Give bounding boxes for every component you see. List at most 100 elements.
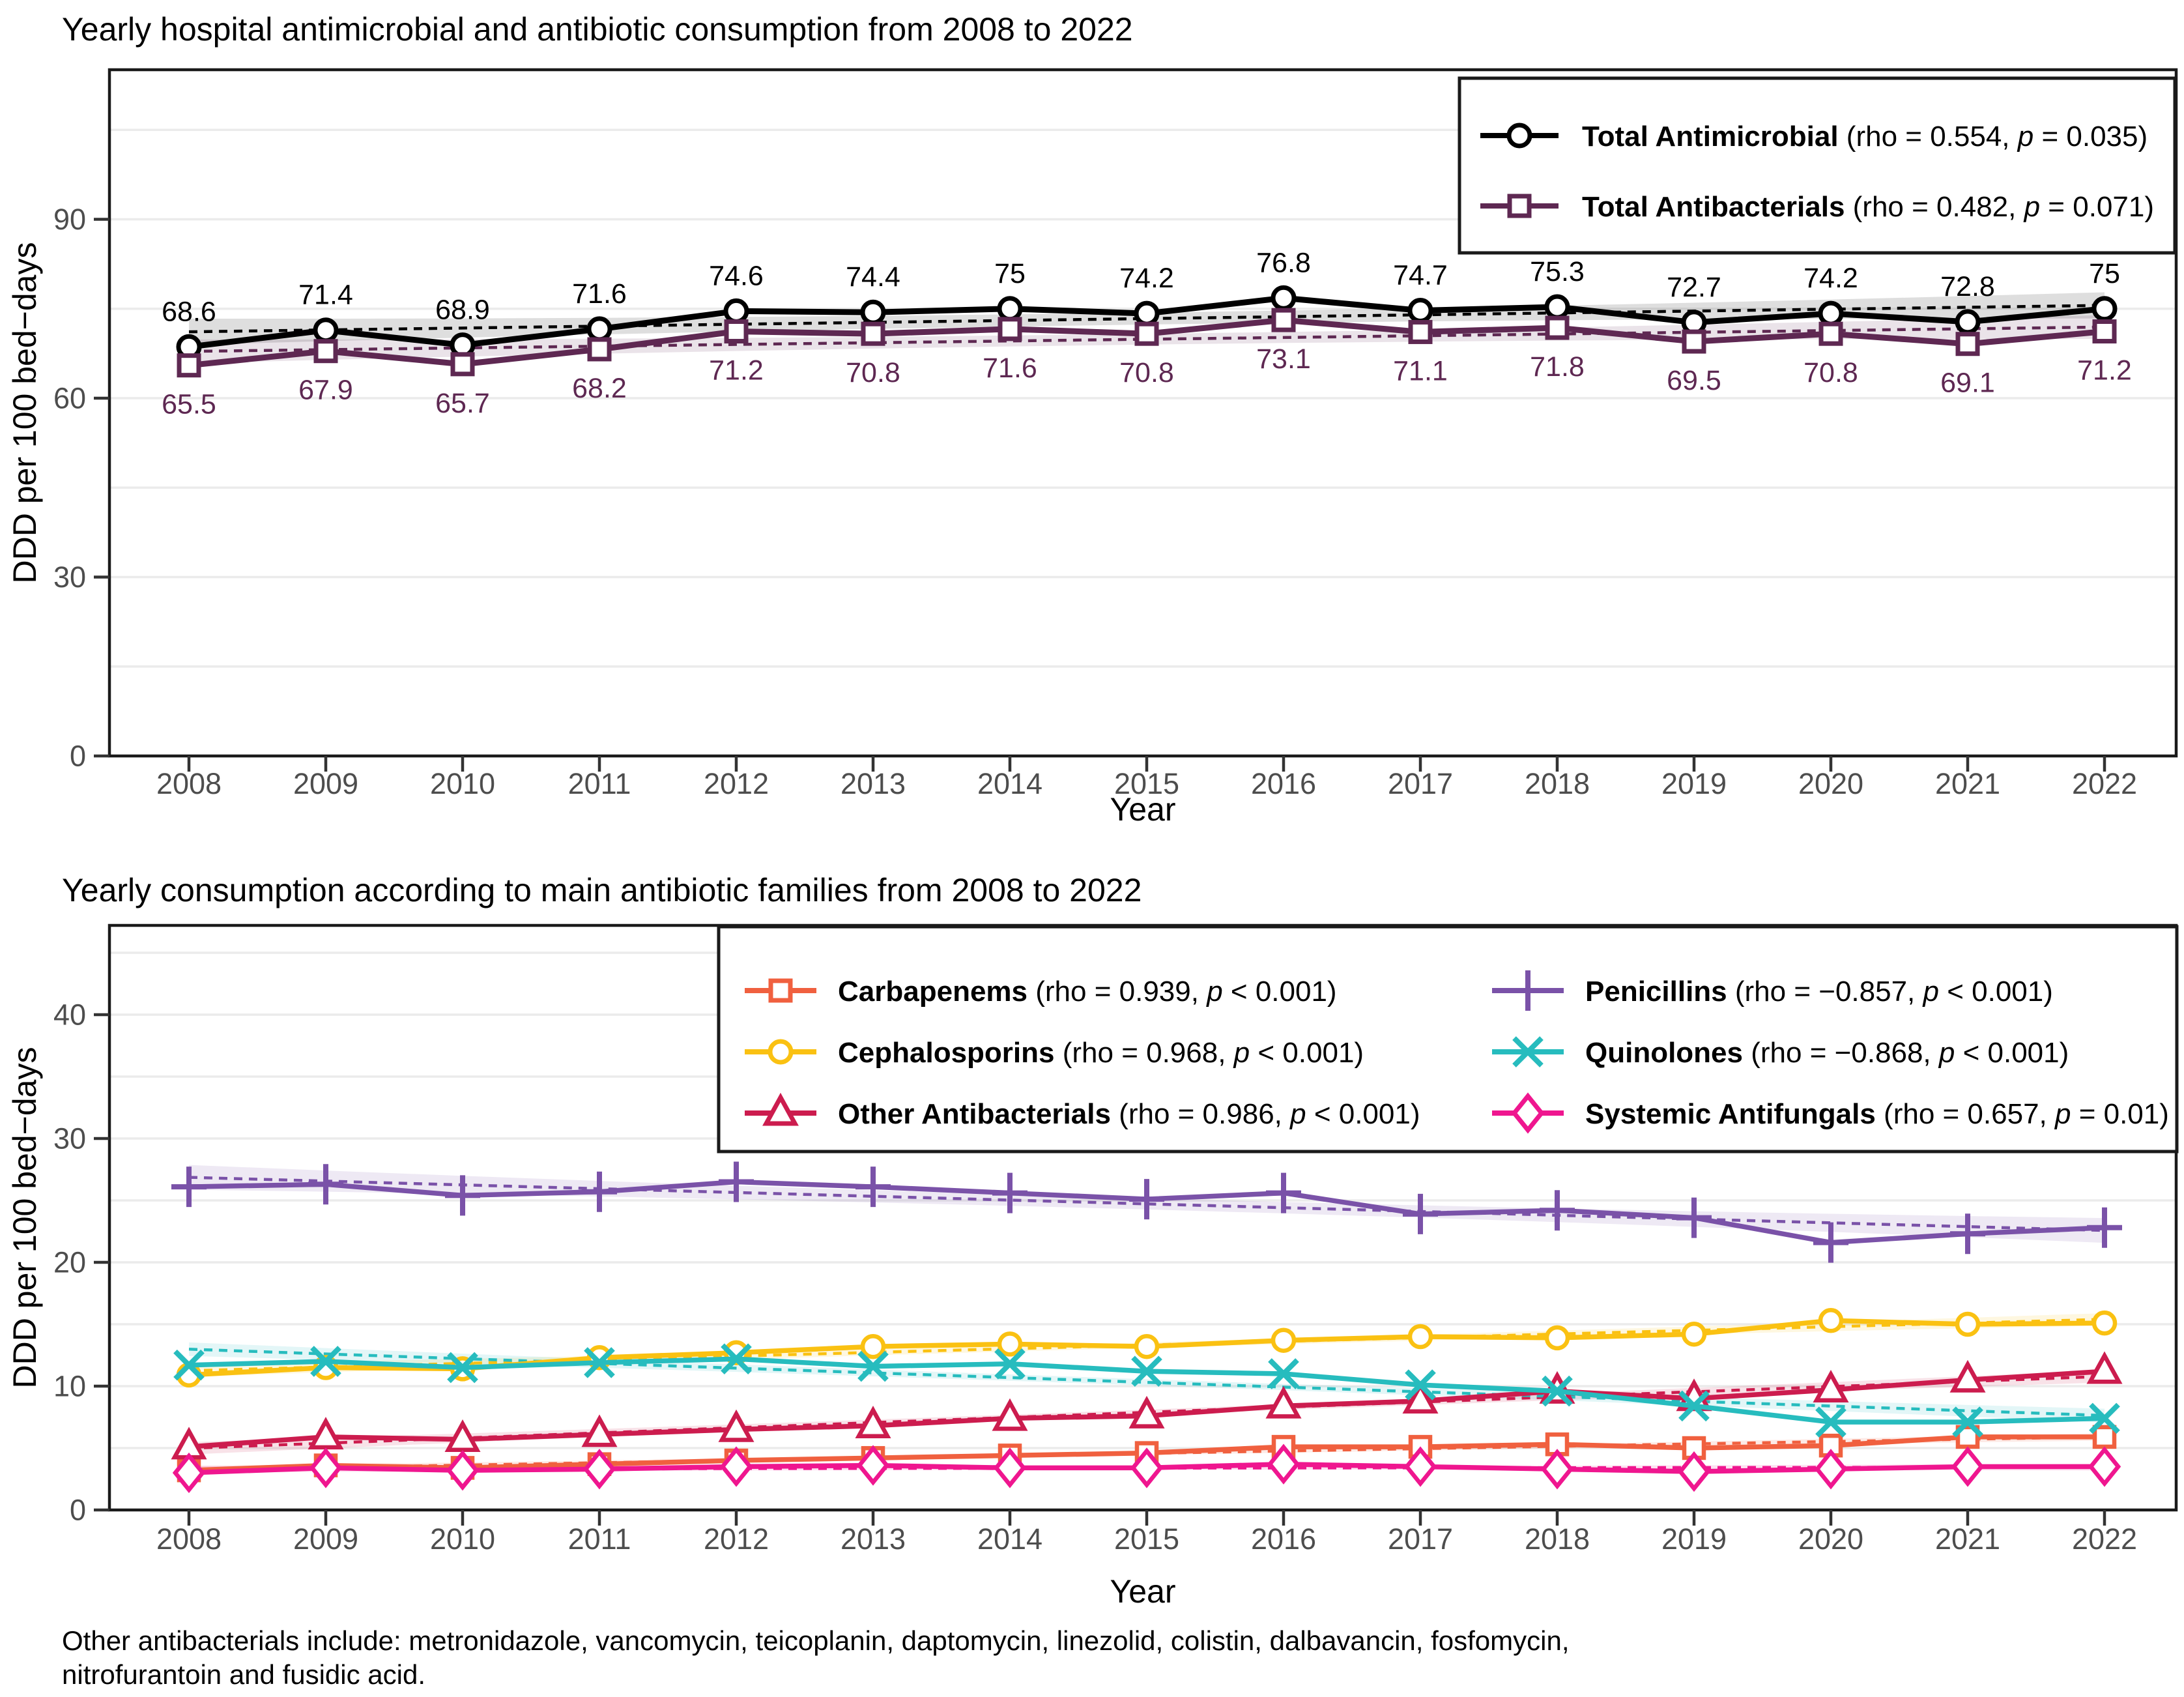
cephalosporins-marker: [1134, 1333, 1160, 1359]
svg-text:71.4: 71.4: [298, 280, 353, 311]
svg-text:2010: 2010: [430, 1522, 495, 1556]
svg-text:2017: 2017: [1388, 767, 1453, 800]
legend-label: Quinolones (rho = −0.868, p < 0.001): [1585, 1037, 2069, 1069]
legend-key-marker: [762, 1092, 799, 1126]
svg-text:72.8: 72.8: [1940, 271, 1995, 302]
total-antibacterials-marker: [1271, 308, 1296, 332]
total-antimicrobial-marker: [313, 317, 339, 343]
carbapenems-marker: [1682, 1436, 1706, 1460]
systemic-antifungals-marker: [172, 1452, 206, 1494]
chart-title: Yearly consumption according to main ant…: [62, 872, 1142, 908]
legend-item-total-antibacterials: Total Antibacterials (rho = 0.482, p = 0…: [1480, 191, 2154, 223]
y-axis: 0 30 60 90: [53, 203, 109, 773]
svg-text:2016: 2016: [1251, 767, 1316, 800]
y-axis: 0 10 20 30 40: [53, 998, 109, 1527]
quinolones-marker: [1952, 1406, 1983, 1438]
penicillins-marker: [1266, 1172, 1301, 1213]
svg-text:10: 10: [53, 1370, 86, 1403]
svg-text:65.7: 65.7: [435, 388, 490, 419]
other-antibacterials-marker: [992, 1398, 1028, 1431]
quinolones-marker: [173, 1349, 205, 1381]
legend: Total Antimicrobial (rho = 0.554, p = 0.…: [1458, 76, 2177, 255]
svg-text:2009: 2009: [293, 767, 358, 800]
svg-text:30: 30: [53, 1122, 86, 1155]
penicillins-marker: [1676, 1197, 1712, 1238]
legend-label: Total Antibacterials (rho = 0.482, p = 0…: [1582, 191, 2154, 223]
cephalosporins-marker: [1681, 1321, 1707, 1347]
total-antimicrobial-marker: [1818, 300, 1844, 326]
legend-key-marker: [1507, 194, 1532, 218]
chart-title: Yearly hospital antimicrobial and antibi…: [62, 11, 1133, 48]
svg-text:2011: 2011: [568, 767, 631, 800]
quinolones-marker: [1405, 1369, 1436, 1400]
penicillins-marker: [445, 1175, 480, 1216]
quinolones-marker: [584, 1347, 615, 1378]
legend-box: [717, 925, 2179, 1153]
systemic-antifungals-marker: [1403, 1446, 1437, 1487]
legend-key-marker: [1512, 1036, 1544, 1067]
quinolones-marker: [994, 1348, 1026, 1380]
series-systemic-antifungals: [172, 1443, 2121, 1494]
systemic-antifungals-marker: [582, 1449, 616, 1490]
cephalosporins-marker: [860, 1333, 886, 1359]
svg-text:75: 75: [2089, 258, 2120, 289]
data-labels-total-antibacterials: 65.5 67.9 65.7 68.2 71.2 70.8 71.6 70.8 73.1 71.1…: [162, 343, 2132, 420]
svg-text:70.8: 70.8: [1803, 357, 1858, 388]
svg-text:2011: 2011: [568, 1522, 631, 1556]
other-antibacterials-marker: [718, 1409, 754, 1442]
other-antibacterials-marker: [1265, 1385, 1302, 1419]
other-antibacterials-marker: [1813, 1369, 1849, 1402]
legend-label: Systemic Antifungals (rho = 0.657, p = 0…: [1585, 1098, 2169, 1130]
x-axis-title: Year: [1110, 791, 1175, 828]
svg-text:2008: 2008: [156, 1522, 222, 1556]
svg-text:2022: 2022: [2072, 1522, 2137, 1556]
penicillins-marker: [1129, 1179, 1164, 1220]
penicillins-marker: [1403, 1193, 1438, 1234]
quinolones-marker: [2089, 1402, 2120, 1434]
total-antibacterials-marker: [1545, 315, 1570, 340]
total-antimicrobial-marker: [1544, 294, 1570, 320]
penicillins-marker: [308, 1164, 343, 1205]
svg-text:2020: 2020: [1798, 1522, 1863, 1556]
total-antimicrobial-marker: [997, 296, 1023, 322]
series-quinolones: [173, 1343, 2120, 1438]
legend-item-carbapenems: Carbapenems (rho = 0.939, p < 0.001): [745, 976, 1337, 1008]
legend-box: [1458, 76, 2177, 255]
total-antimicrobial-marker: [723, 298, 749, 324]
chart-antibiotic-families: Yearly consumption according to main ant…: [7, 872, 2179, 1610]
total-antibacterials-marker: [724, 319, 749, 344]
svg-text:2013: 2013: [841, 1522, 906, 1556]
other-antibacterials-marker: [308, 1417, 344, 1450]
x-axis-title: Year: [1110, 1573, 1175, 1610]
total-antibacterials-marker: [1818, 321, 1843, 346]
total-antibacterials-marker: [450, 352, 475, 377]
svg-text:74.4: 74.4: [846, 261, 900, 293]
total-antimicrobial-marker: [1271, 285, 1297, 311]
legend-label: Penicillins (rho = −0.857, p < 0.001): [1585, 976, 2053, 1008]
legend-label: Cephalosporins (rho = 0.968, p < 0.001): [838, 1037, 1364, 1069]
legend-item-penicillins: Penicillins (rho = −0.857, p < 0.001): [1492, 970, 2053, 1011]
svg-text:72.7: 72.7: [1667, 272, 1721, 303]
trend-quinolones: [188, 1348, 2105, 1417]
svg-text:2015: 2015: [1114, 1522, 1179, 1556]
systemic-antifungals-marker: [1540, 1449, 1574, 1490]
svg-text:76.8: 76.8: [1256, 247, 1311, 278]
svg-text:71.8: 71.8: [1530, 351, 1585, 383]
svg-text:90: 90: [53, 203, 86, 236]
penicillins-marker: [1950, 1213, 1985, 1255]
legend-item-systemic-antifungals: Systemic Antifungals (rho = 0.657, p = 0…: [1492, 1092, 2169, 1134]
cephalosporins-marker: [1544, 1325, 1570, 1351]
total-antibacterials-marker: [1134, 321, 1159, 346]
other-antibacterials-marker: [2086, 1351, 2123, 1384]
svg-text:2013: 2013: [841, 767, 906, 800]
quinolones-marker: [1815, 1406, 1846, 1438]
svg-text:74.2: 74.2: [1119, 263, 1174, 294]
svg-text:0: 0: [70, 1494, 86, 1527]
other-antibacterials-marker: [855, 1406, 891, 1439]
legend-key-marker: [768, 1039, 794, 1065]
svg-text:0: 0: [70, 740, 86, 773]
penicillins-marker: [1813, 1222, 1848, 1263]
svg-text:30: 30: [53, 560, 86, 594]
